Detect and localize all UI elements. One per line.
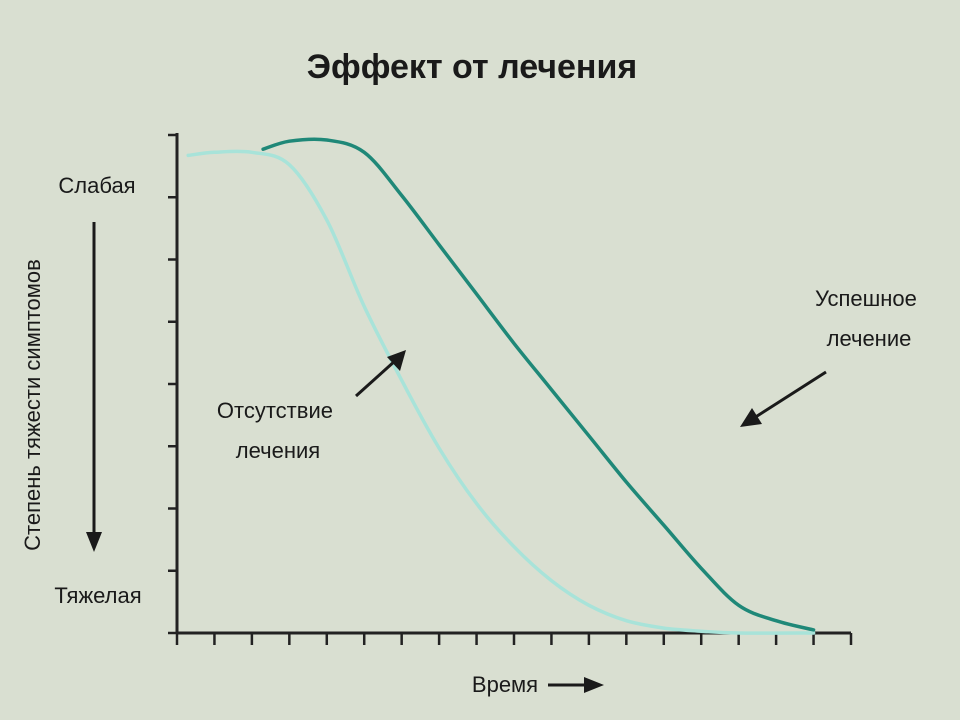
severity-arrow-head <box>86 532 102 552</box>
annotation-no-treatment-arrow-shaft <box>354 358 398 398</box>
annotation-no-treatment-arrow-head <box>387 350 406 371</box>
y-top-label: Слабая <box>58 173 135 198</box>
annotation-successful-line2: лечение <box>827 326 912 351</box>
chart-title: Эффект от лечения <box>307 48 637 86</box>
annotation-no-treatment: Отсутствие лечения <box>217 398 339 463</box>
time-arrow-head <box>584 677 604 693</box>
series-line-successful-treatment <box>261 137 816 632</box>
annotation-successful-treatment: Успешное лечение <box>815 286 923 351</box>
annotation-no-treatment-line1: Отсутствие <box>217 398 333 423</box>
series-line-no-treatment <box>186 149 816 635</box>
annotation-successful-arrow-head <box>740 408 762 427</box>
annotation-no-treatment-line2: лечения <box>236 438 320 463</box>
annotation-successful-line1: Успешное <box>815 286 917 311</box>
axes <box>168 133 853 645</box>
annotation-successful-arrow-shaft <box>753 370 827 420</box>
x-axis-label: Время <box>472 672 538 697</box>
y-axis-label: Степень тяжести симптомов <box>20 259 45 551</box>
y-bottom-label: Тяжелая <box>54 583 141 608</box>
series-layer <box>186 137 816 635</box>
